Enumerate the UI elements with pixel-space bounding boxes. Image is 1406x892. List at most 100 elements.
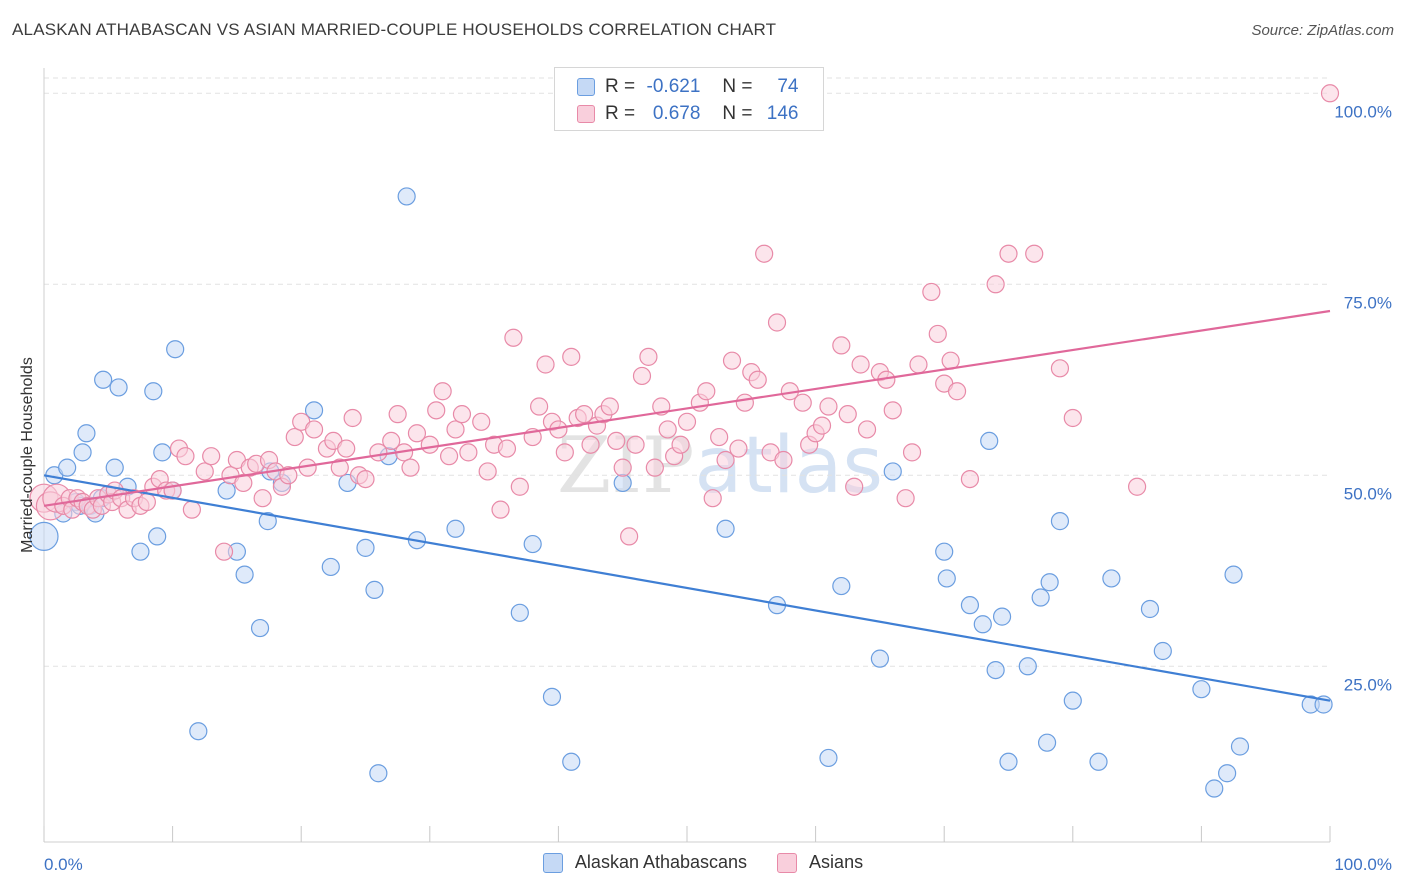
athabascan-point xyxy=(1089,752,1108,771)
athabascan-point xyxy=(510,603,529,622)
asian-point xyxy=(452,405,472,424)
asian-point xyxy=(407,424,427,443)
athabascan-point xyxy=(1140,599,1160,619)
asian-point xyxy=(986,275,1005,294)
athabascan-point xyxy=(356,538,375,557)
athabascan-point xyxy=(973,615,992,634)
asian-point xyxy=(677,412,697,431)
athabascan-point xyxy=(613,473,632,493)
athabascan-point xyxy=(148,527,167,546)
athabascan-point xyxy=(1192,680,1211,699)
asian-point xyxy=(947,382,967,401)
athabascan-point xyxy=(1040,573,1059,592)
asian-point xyxy=(356,470,375,489)
asian-point xyxy=(710,427,729,447)
athabascan-point xyxy=(153,443,172,462)
x-tick-label: 0.0% xyxy=(44,855,83,874)
asian-point xyxy=(896,489,915,508)
athabascan-point xyxy=(716,519,735,538)
asian-point xyxy=(1063,408,1082,428)
athabascan-point xyxy=(304,401,324,420)
asian-point xyxy=(343,408,362,428)
athabascan-point xyxy=(935,542,954,561)
asian-point xyxy=(832,336,851,355)
asian-point xyxy=(819,397,838,416)
asian-point xyxy=(620,527,639,546)
asian-point xyxy=(459,443,478,462)
asian-point xyxy=(645,458,664,477)
athabascan-point xyxy=(1102,569,1121,588)
athabascan-point xyxy=(235,565,254,584)
asian-point xyxy=(182,500,201,519)
asian-point xyxy=(530,397,549,416)
legend-row-asian: R = 0.678 N = 146 xyxy=(577,102,799,126)
asian-point xyxy=(510,477,529,496)
athabascan-swatch xyxy=(577,78,595,96)
asian-point xyxy=(581,435,600,454)
athabascan-point xyxy=(1224,565,1243,584)
y-tick-label: 100.0% xyxy=(1334,102,1392,121)
asian-point xyxy=(613,458,632,477)
asian-point xyxy=(671,435,690,454)
athabascan-point xyxy=(542,687,562,706)
asian-point xyxy=(703,489,722,508)
asian-point xyxy=(626,435,645,454)
athabascan-point xyxy=(144,382,163,401)
asian-point xyxy=(330,458,349,477)
asian-point xyxy=(1050,359,1070,378)
asian-point xyxy=(922,282,941,302)
asian-point xyxy=(536,355,555,374)
asian-point xyxy=(857,420,877,439)
asian-point xyxy=(1127,477,1147,496)
asian-point xyxy=(607,431,626,450)
athabascan-point xyxy=(870,649,890,668)
asian-point xyxy=(285,427,304,447)
athabascan-point xyxy=(166,340,185,359)
asian-point xyxy=(337,439,356,458)
asian-point xyxy=(729,439,748,458)
athabascan-point xyxy=(562,752,581,771)
asian-point xyxy=(1025,244,1044,263)
asian-point xyxy=(575,405,594,424)
asian-point xyxy=(137,492,156,512)
asian-point xyxy=(1320,84,1340,103)
asian-point xyxy=(639,347,658,366)
asian-point xyxy=(497,439,517,458)
athabascan-point xyxy=(397,187,416,206)
asian-point xyxy=(433,382,452,401)
athabascan-point xyxy=(321,557,340,577)
athabascan-point xyxy=(105,458,124,477)
athabascan-point xyxy=(446,519,465,538)
athabascan-point xyxy=(1153,641,1172,661)
asians-legend-label: Asians xyxy=(809,852,864,872)
asian-point xyxy=(176,447,195,466)
athabascan-point xyxy=(29,521,59,552)
asian-point xyxy=(195,462,214,481)
athabascan-point xyxy=(1031,588,1050,607)
athabascan-n-value: 74 xyxy=(777,76,799,97)
y-tick-label: 75.0% xyxy=(1344,293,1392,312)
asian-point xyxy=(999,244,1018,263)
asian-point xyxy=(716,450,735,470)
athabascan-point xyxy=(1037,733,1057,752)
asian-point xyxy=(632,366,652,386)
asian-point xyxy=(478,462,497,481)
athabascan-point xyxy=(992,607,1012,626)
asian-point xyxy=(253,489,272,508)
asian-n-value: 146 xyxy=(766,103,799,124)
asian-point xyxy=(279,466,298,485)
asian-point xyxy=(382,431,401,450)
asian-point xyxy=(722,351,742,370)
asian-trend-line xyxy=(43,309,1331,507)
y-tick-label: 25.0% xyxy=(1344,675,1392,694)
r-label: R = xyxy=(605,103,636,124)
x-tick-label: 100.0% xyxy=(1334,855,1392,874)
athabascan-point xyxy=(819,748,838,768)
athabascan-r-value: -0.621 xyxy=(646,76,701,97)
athabascan-point xyxy=(960,596,980,615)
series-legend: Alaskan Athabascans Asians xyxy=(0,852,1406,873)
asian-point xyxy=(214,542,234,561)
athabascan-point xyxy=(58,458,77,477)
athabascan-point xyxy=(73,443,92,462)
